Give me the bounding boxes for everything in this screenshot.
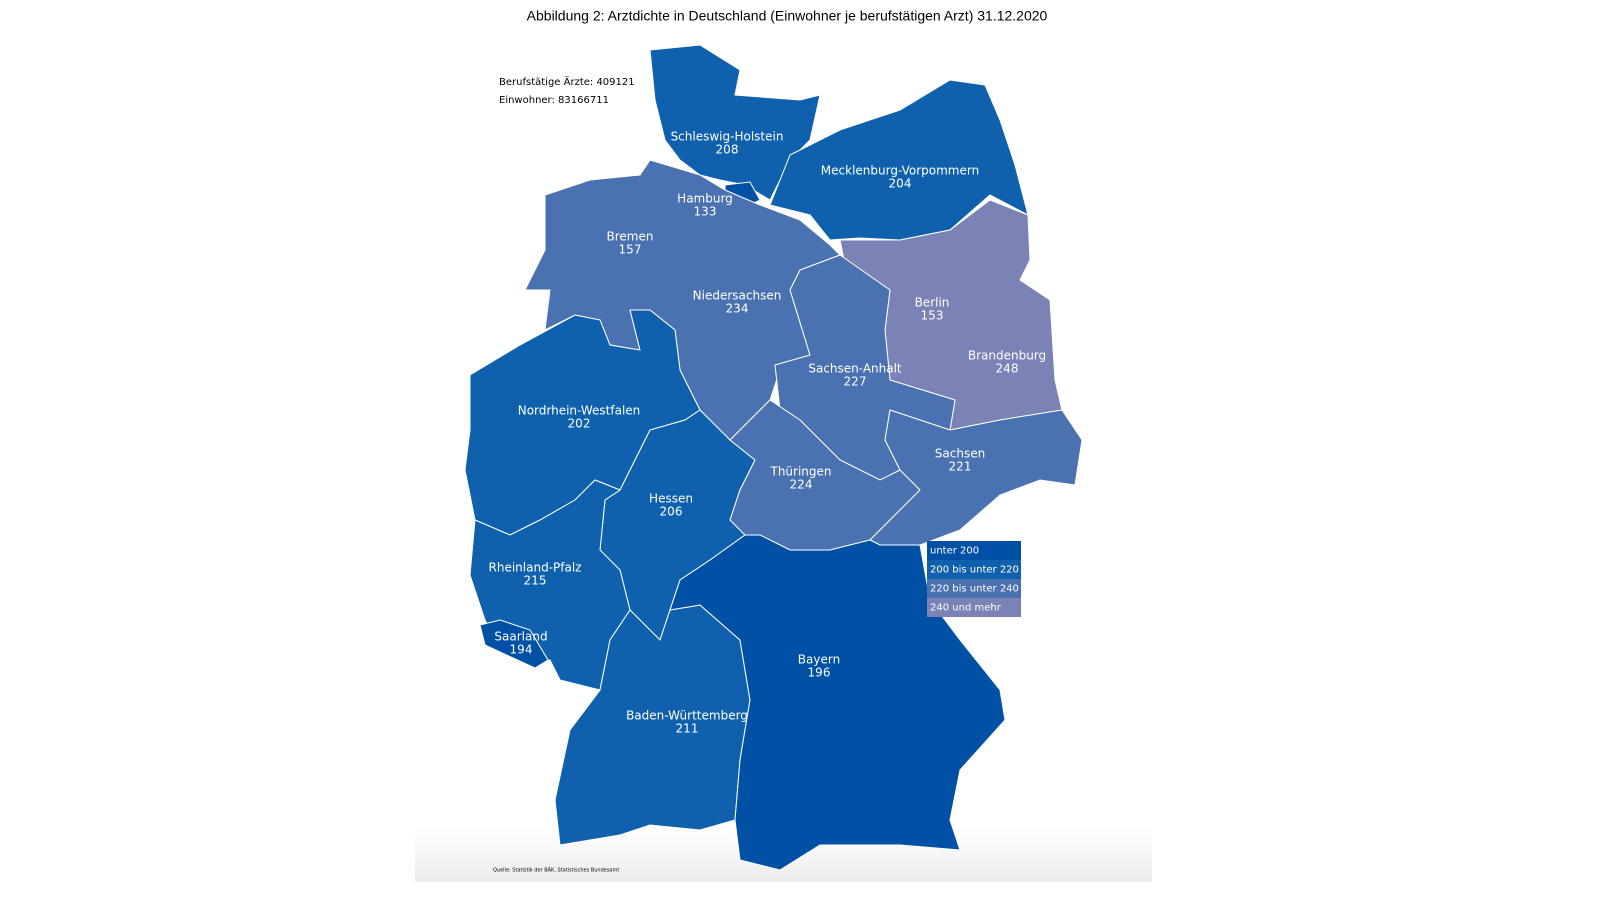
region-value: 208 bbox=[716, 143, 739, 157]
legend: unter 200 200 bis unter 220 220 bis unter … bbox=[927, 541, 1021, 617]
region-name: Brandenburg bbox=[968, 349, 1046, 363]
region bbox=[769, 79, 1029, 241]
legend-label: 200 bis unter 220 bbox=[930, 565, 1019, 576]
region-value: 234 bbox=[726, 302, 749, 316]
regions bbox=[464, 44, 1083, 871]
legend-label: unter 200 bbox=[930, 546, 979, 557]
region-value: 211 bbox=[676, 722, 699, 736]
legend-swatch bbox=[927, 598, 1021, 617]
region-name: Mecklenburg-Vorpommern bbox=[821, 164, 979, 178]
legend-swatch bbox=[927, 579, 1021, 598]
region-name: Hamburg bbox=[677, 192, 733, 206]
region-value: 204 bbox=[889, 177, 912, 191]
map-title: Abbildung 2: Arztdichte in Deutschland (… bbox=[527, 8, 1048, 24]
region-name: Berlin bbox=[915, 296, 950, 310]
region bbox=[869, 409, 1083, 546]
region-value: 206 bbox=[660, 505, 683, 519]
region-name: Niedersachsen bbox=[693, 289, 782, 303]
region-value: 215 bbox=[524, 574, 547, 588]
region-name: Sachsen-Anhalt bbox=[808, 362, 902, 376]
info-line: Berufstätige Ärzte: 409121 bbox=[499, 75, 635, 88]
region-name: Bremen bbox=[607, 230, 654, 244]
region bbox=[669, 534, 1006, 871]
region-value: 153 bbox=[921, 309, 944, 323]
region-value: 133 bbox=[694, 205, 717, 219]
info-line: Einwohner: 83166711 bbox=[499, 95, 609, 106]
source: Quelle: Statistik der BÄK, Statistisches… bbox=[493, 867, 619, 874]
legend-swatch bbox=[927, 560, 1021, 579]
legend-label: 240 und mehr bbox=[930, 603, 1002, 614]
region-value: 202 bbox=[568, 417, 591, 431]
region-name: Hessen bbox=[649, 492, 693, 506]
region-value: 196 bbox=[808, 666, 831, 680]
region-name: Baden-Württemberg bbox=[626, 709, 748, 723]
region-name: Saarland bbox=[494, 630, 547, 644]
region-name: Schleswig-Holstein bbox=[671, 130, 784, 144]
region-value: 194 bbox=[510, 643, 533, 657]
legend-swatch bbox=[927, 541, 1021, 560]
region-value: 248 bbox=[996, 362, 1019, 376]
region-name: Thüringen bbox=[769, 465, 831, 479]
region-value: 224 bbox=[790, 478, 813, 492]
region-value: 157 bbox=[619, 243, 642, 257]
region-name: Bayern bbox=[798, 653, 840, 667]
region bbox=[479, 619, 549, 669]
region-name: Rheinland-Pfalz bbox=[489, 561, 582, 575]
region-name: Sachsen bbox=[935, 447, 985, 461]
legend-label: 220 bis unter 240 bbox=[930, 584, 1019, 595]
region-name: Nordrhein-Westfalen bbox=[518, 404, 641, 418]
region-value: 221 bbox=[949, 460, 972, 474]
region-value: 227 bbox=[844, 375, 867, 389]
